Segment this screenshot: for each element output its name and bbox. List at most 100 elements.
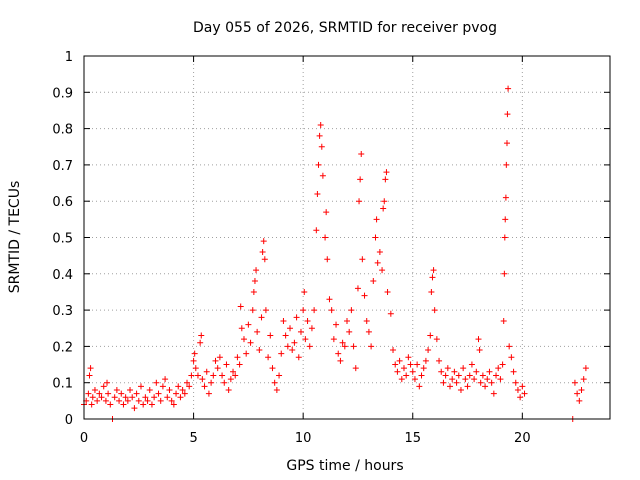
data-point — [442, 372, 449, 379]
data-point — [519, 383, 526, 390]
data-point — [416, 383, 423, 390]
data-point — [381, 198, 388, 205]
data-point — [86, 372, 93, 379]
data-point — [425, 347, 432, 354]
data-point — [407, 361, 414, 368]
data-point — [576, 397, 583, 404]
data-point — [503, 140, 510, 147]
data-point — [348, 307, 355, 314]
data-point — [260, 238, 267, 245]
y-tick-label: 0.3 — [52, 304, 73, 319]
data-point — [479, 372, 486, 379]
data-point — [318, 143, 325, 150]
data-point — [457, 386, 464, 393]
data-point — [254, 328, 261, 335]
data-point — [464, 383, 471, 390]
data-point — [282, 332, 289, 339]
data-point — [521, 390, 528, 397]
data-point — [271, 379, 278, 386]
x-tick-label: 5 — [189, 431, 197, 446]
data-point — [499, 361, 506, 368]
y-tick-label: 0.8 — [52, 123, 73, 138]
data-point — [122, 394, 129, 401]
data-point — [186, 383, 193, 390]
data-point — [113, 386, 120, 393]
data-point — [368, 343, 375, 350]
data-point — [508, 354, 515, 361]
data-point — [208, 379, 215, 386]
data-point — [376, 249, 383, 256]
data-point — [500, 317, 507, 324]
data-point — [258, 314, 265, 321]
data-point — [455, 372, 462, 379]
data-point — [306, 343, 313, 350]
x-tick-label: 10 — [295, 431, 312, 446]
grid — [84, 56, 610, 419]
data-point — [87, 365, 94, 372]
data-point — [517, 394, 524, 401]
data-point — [506, 343, 513, 350]
data-point — [198, 332, 205, 339]
data-point — [137, 383, 144, 390]
data-point — [436, 357, 443, 364]
data-point — [582, 365, 589, 372]
data-point — [430, 267, 437, 274]
data-point — [181, 390, 188, 397]
data-point — [91, 386, 98, 393]
data-point — [323, 209, 330, 216]
plot-frame — [83, 55, 611, 420]
data-point — [251, 278, 258, 285]
data-point — [168, 397, 175, 404]
data-point — [253, 267, 260, 274]
data-point — [273, 386, 280, 393]
data-point — [227, 376, 234, 383]
data-point — [179, 386, 186, 393]
data-point — [88, 401, 95, 408]
data-point — [102, 397, 109, 404]
x-tick-label: 0 — [80, 431, 88, 446]
data-point — [104, 379, 111, 386]
data-point — [308, 325, 315, 332]
data-point — [411, 376, 418, 383]
data-point — [324, 256, 331, 263]
data-point — [105, 390, 112, 397]
data-point — [261, 256, 268, 263]
data-point — [354, 285, 361, 292]
data-point — [315, 161, 322, 168]
data-point — [512, 379, 519, 386]
data-point — [199, 376, 206, 383]
data-point — [232, 372, 239, 379]
data-point — [433, 336, 440, 343]
data-point — [216, 354, 223, 361]
chart-title: Day 055 of 2026, SRMTID for receiver pvo… — [193, 20, 497, 36]
data-point — [212, 357, 219, 364]
data-point — [510, 368, 517, 375]
data-point — [574, 390, 581, 397]
data-point — [322, 234, 329, 241]
data-point — [240, 336, 247, 343]
data-point — [192, 365, 199, 372]
data-point — [505, 85, 512, 92]
data-point — [237, 303, 244, 310]
data-point — [249, 307, 256, 314]
data-point — [295, 354, 302, 361]
data-point — [256, 347, 263, 354]
data-point — [326, 296, 333, 303]
data-point — [350, 343, 357, 350]
data-point — [210, 372, 217, 379]
data-point — [135, 397, 142, 404]
data-point — [384, 288, 391, 295]
data-point — [153, 379, 160, 386]
data-point — [107, 401, 114, 408]
data-point — [259, 249, 266, 256]
data-point — [127, 386, 134, 393]
data-point — [339, 339, 346, 346]
data-point — [238, 325, 245, 332]
data-point — [131, 405, 138, 412]
data-point — [155, 390, 162, 397]
y-tick-label: 0.1 — [52, 377, 73, 392]
data-point — [333, 321, 340, 328]
data-point — [243, 350, 250, 357]
data-point — [276, 372, 283, 379]
